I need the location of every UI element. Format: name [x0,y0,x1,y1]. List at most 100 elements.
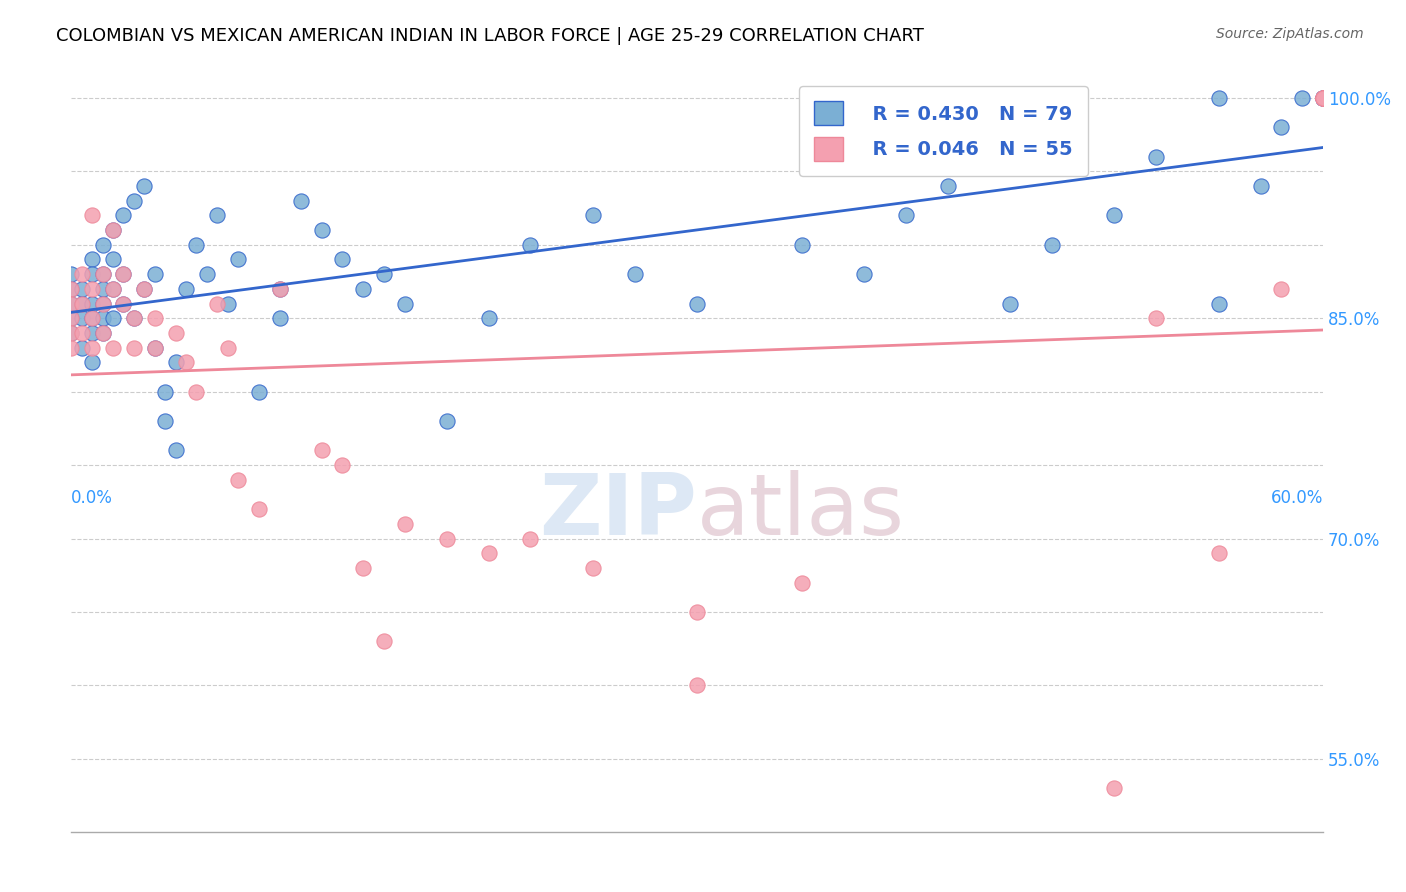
Point [91,326,114,340]
Point [247,502,270,516]
Point [153,414,176,428]
Point [82,252,104,267]
Point [101,252,124,267]
Point [853,267,876,281]
Point [352,282,374,296]
Point [226,252,249,267]
Point [82,296,104,310]
Point [60,326,83,340]
Point [143,341,166,355]
Point [1312,91,1334,105]
Point [101,223,124,237]
Point [122,194,145,208]
Point [269,282,291,296]
Point [352,561,374,575]
Point [998,296,1021,310]
Point [894,209,917,223]
Point [290,194,312,208]
Point [477,546,499,560]
Point [311,443,333,458]
Point [582,209,605,223]
Point [332,252,354,267]
Legend:   R = 0.430   N = 79,   R = 0.046   N = 55: R = 0.430 N = 79, R = 0.046 N = 55 [799,86,1088,176]
Point [790,237,813,252]
Point [112,209,135,223]
Point [91,237,114,252]
Point [91,296,114,310]
Point [519,237,541,252]
Point [70,326,93,340]
Point [60,282,83,296]
Point [1040,237,1063,252]
Point [436,414,458,428]
Point [82,267,104,281]
Text: 0.0%: 0.0% [72,489,112,507]
Point [1104,209,1126,223]
Point [1208,296,1230,310]
Point [1250,179,1272,194]
Point [60,311,83,326]
Point [101,341,124,355]
Point [165,326,187,340]
Point [101,311,124,326]
Point [91,267,114,281]
Point [70,296,93,310]
Point [1312,91,1334,105]
Point [1144,150,1167,164]
Point [1312,91,1334,105]
Point [477,311,499,326]
Point [686,605,709,619]
Point [186,384,208,399]
Point [82,209,104,223]
Point [91,326,114,340]
Point [70,311,93,326]
Point [1312,91,1334,105]
Point [143,311,166,326]
Point [195,267,218,281]
Point [60,296,83,310]
Point [60,296,83,310]
Point [174,355,197,369]
Point [1270,282,1292,296]
Point [91,267,114,281]
Text: atlas: atlas [697,470,905,553]
Point [112,267,135,281]
Point [134,282,156,296]
Text: Source: ZipAtlas.com: Source: ZipAtlas.com [1216,27,1364,41]
Point [1270,120,1292,135]
Point [70,267,93,281]
Point [373,267,395,281]
Point [122,311,145,326]
Point [247,384,270,399]
Point [82,341,104,355]
Point [1208,91,1230,105]
Point [582,561,605,575]
Point [91,282,114,296]
Point [217,341,239,355]
Point [101,282,124,296]
Point [60,341,83,355]
Point [101,282,124,296]
Point [112,267,135,281]
Text: COLOMBIAN VS MEXICAN AMERICAN INDIAN IN LABOR FORCE | AGE 25-29 CORRELATION CHAR: COLOMBIAN VS MEXICAN AMERICAN INDIAN IN … [56,27,924,45]
Text: ZIP: ZIP [540,470,697,553]
Point [936,179,959,194]
Point [134,282,156,296]
Point [686,678,709,692]
Point [269,311,291,326]
Point [82,311,104,326]
Point [122,311,145,326]
Point [143,267,166,281]
Point [153,384,176,399]
Point [60,282,83,296]
Point [790,575,813,590]
Point [60,267,83,281]
Point [1312,91,1334,105]
Point [436,532,458,546]
Point [269,282,291,296]
Point [1104,781,1126,796]
Point [82,326,104,340]
Point [165,443,187,458]
Point [1208,546,1230,560]
Point [143,341,166,355]
